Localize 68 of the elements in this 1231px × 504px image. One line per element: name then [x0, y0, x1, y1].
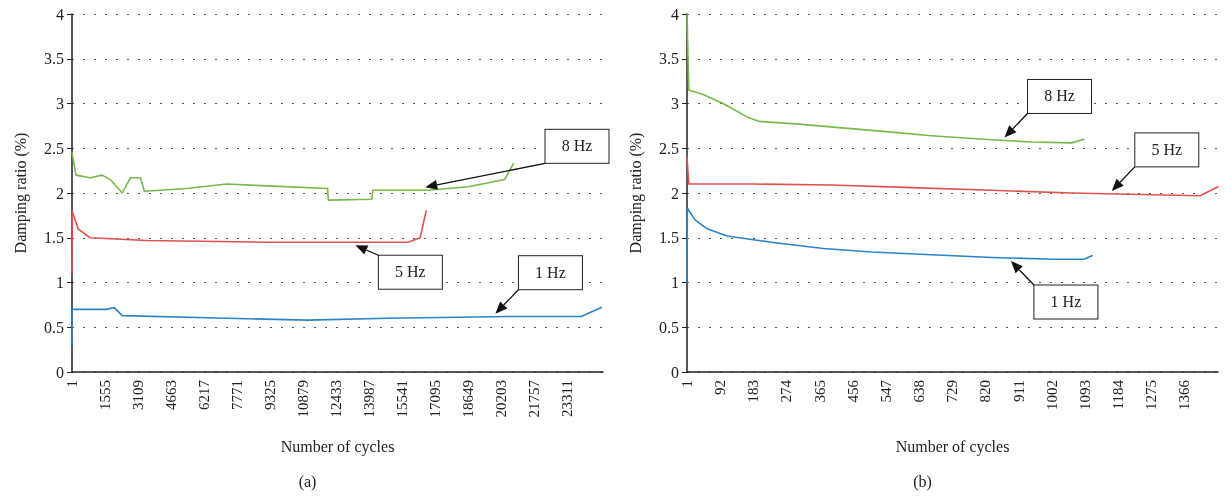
x-tick-label: 183 [745, 380, 762, 403]
y-tick-label: 2.5 [44, 139, 64, 157]
x-tick-label: 1555 [97, 380, 114, 410]
x-tick-label: 456 [844, 379, 861, 403]
line-series [71, 151, 515, 201]
x-tick-label: 274 [778, 379, 795, 403]
text: 1 Hz [535, 263, 566, 281]
y-tick-label: 4 [671, 5, 679, 23]
x-tick-label: 820 [977, 380, 994, 403]
x-tick-label: 7771 [229, 380, 246, 410]
y-tick-label: 4 [56, 5, 64, 23]
x-tick-label: 12433 [328, 380, 345, 418]
x-tick-label: 6217 [196, 379, 213, 410]
y-tick-label: 3 [56, 95, 64, 112]
x-tick-label: 10879 [295, 380, 312, 418]
text: 8 Hz [561, 137, 593, 155]
x-tick-label: 21757 [526, 379, 543, 418]
x-tick-label: 13987 [361, 379, 378, 418]
text: 1 Hz [1050, 293, 1082, 311]
y-tick-label: 3 [671, 95, 679, 112]
x-tick-label: 17095 [427, 380, 444, 418]
y-tick-label: 0.5 [44, 318, 64, 336]
x-tick-label: 1 [679, 380, 695, 388]
x-tick-label: 729 [944, 380, 961, 403]
y-tick-label: 1.5 [659, 229, 679, 247]
y-tick-label: 2 [671, 184, 679, 202]
x-tick-label: 18649 [460, 380, 477, 418]
x-tick-label: 92 [712, 380, 729, 395]
x-tick-label: 638 [911, 380, 928, 403]
x-tick-label: 23311 [559, 380, 576, 417]
y-tick-label: 3.5 [44, 50, 64, 68]
y-tick-label: 2 [56, 184, 64, 202]
x-tick-label: 1366 [1176, 379, 1193, 410]
text: 8 Hz [1044, 87, 1075, 105]
line-series [71, 306, 603, 346]
line-series [686, 156, 1219, 197]
x-axis-title: Number of cycles [895, 437, 1010, 456]
y-tick-label: 1.5 [44, 229, 64, 247]
x-tick-label: 547 [877, 379, 894, 403]
x-tick-label: 1184 [1110, 379, 1127, 410]
x-tick-label: 1093 [1076, 380, 1093, 410]
x-tick-label: 1 [64, 380, 80, 388]
line-series [686, 13, 1085, 144]
x-tick-label: 15541 [394, 380, 411, 418]
series-label: 5 Hz [395, 263, 426, 281]
x-tick-label: 4663 [163, 380, 180, 410]
x-tick-label: 1002 [1043, 380, 1060, 410]
y-tick-label: 1 [671, 274, 679, 291]
y-tick-label: 0 [56, 363, 64, 381]
text: 5 Hz [1151, 140, 1183, 158]
x-axis-title: Number of cycles [280, 437, 395, 456]
line-series [686, 207, 1093, 284]
x-tick-label: 20203 [493, 380, 510, 418]
x-tick-label: 365 [811, 380, 828, 403]
y-tick-label: 0 [671, 363, 679, 381]
x-tick-label: 1275 [1143, 380, 1160, 410]
y-axis-title: Damping ratio (%) [11, 132, 30, 254]
y-tick-label: 1 [56, 274, 64, 291]
text: (b) [913, 472, 932, 491]
line-series [71, 210, 427, 275]
x-tick-label: 9325 [262, 380, 279, 410]
y-axis-title: Damping ratio (%) [626, 132, 645, 254]
y-tick-label: 0.5 [659, 318, 679, 336]
x-tick-label: 3109 [130, 380, 147, 410]
y-tick-label: 2.5 [659, 139, 679, 157]
y-tick-label: 3.5 [659, 50, 679, 68]
text: (a) [298, 472, 317, 491]
x-tick-label: 911 [1010, 380, 1027, 402]
